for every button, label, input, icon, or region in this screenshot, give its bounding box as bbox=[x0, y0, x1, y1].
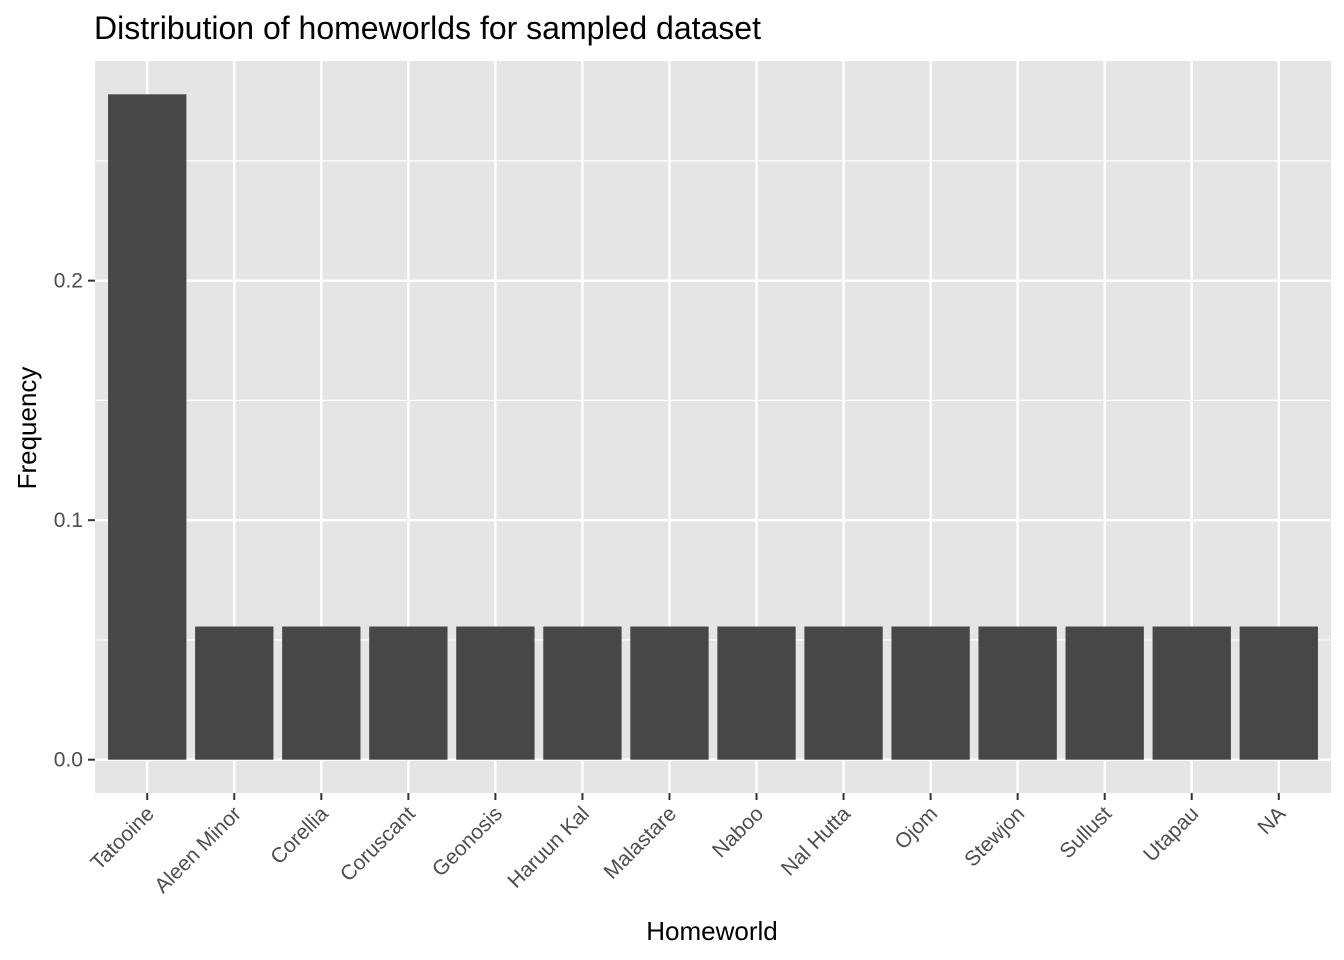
y-axis-title: Frequency bbox=[12, 367, 42, 490]
x-tick-label: Tatooine bbox=[86, 802, 158, 874]
bar-ojom bbox=[891, 626, 970, 760]
bar-na bbox=[1239, 626, 1318, 760]
bar-malastare bbox=[630, 626, 709, 760]
x-tick-label: Naboo bbox=[708, 802, 768, 862]
x-tick-label: Aleen Minor bbox=[150, 802, 246, 898]
x-tick-label: Utapau bbox=[1139, 802, 1203, 866]
bar-aleen-minor bbox=[195, 626, 274, 760]
x-tick-label: Geonosis bbox=[428, 802, 507, 881]
x-tick-label: Sullust bbox=[1055, 802, 1116, 863]
x-tick-label: Haruun Kal bbox=[503, 802, 594, 893]
plot-panel bbox=[95, 61, 1331, 793]
bar-tatooine bbox=[108, 94, 187, 760]
bar-corellia bbox=[282, 626, 361, 760]
bar-nal-hutta bbox=[804, 626, 883, 760]
bar-geonosis bbox=[456, 626, 535, 760]
x-tick-label: Malastare bbox=[600, 802, 681, 883]
y-axis: 0.0 0.1 0.2 bbox=[54, 270, 95, 772]
x-tick-label: Ojom bbox=[890, 802, 942, 854]
bar-stewjon bbox=[978, 626, 1057, 760]
bar-naboo bbox=[717, 626, 796, 760]
bar-coruscant bbox=[369, 626, 448, 760]
x-tick-label: NA bbox=[1253, 802, 1290, 839]
bar-utapau bbox=[1152, 626, 1231, 760]
x-tick-label: Nal Hutta bbox=[777, 802, 855, 880]
x-tick-label: Stewjon bbox=[960, 802, 1029, 871]
chart-title: Distribution of homeworlds for sampled d… bbox=[94, 10, 761, 46]
y-tick-label: 0.2 bbox=[54, 270, 83, 293]
bars bbox=[108, 94, 1318, 760]
y-tick-label: 0.0 bbox=[54, 749, 83, 772]
x-tick-label: Corellia bbox=[266, 802, 333, 869]
x-axis-title: Homeworld bbox=[646, 916, 778, 946]
y-tick-label: 0.1 bbox=[54, 509, 83, 532]
bar-haruun-kal bbox=[543, 626, 622, 760]
bar-sullust bbox=[1065, 626, 1144, 760]
x-tick-label: Coruscant bbox=[336, 802, 420, 886]
